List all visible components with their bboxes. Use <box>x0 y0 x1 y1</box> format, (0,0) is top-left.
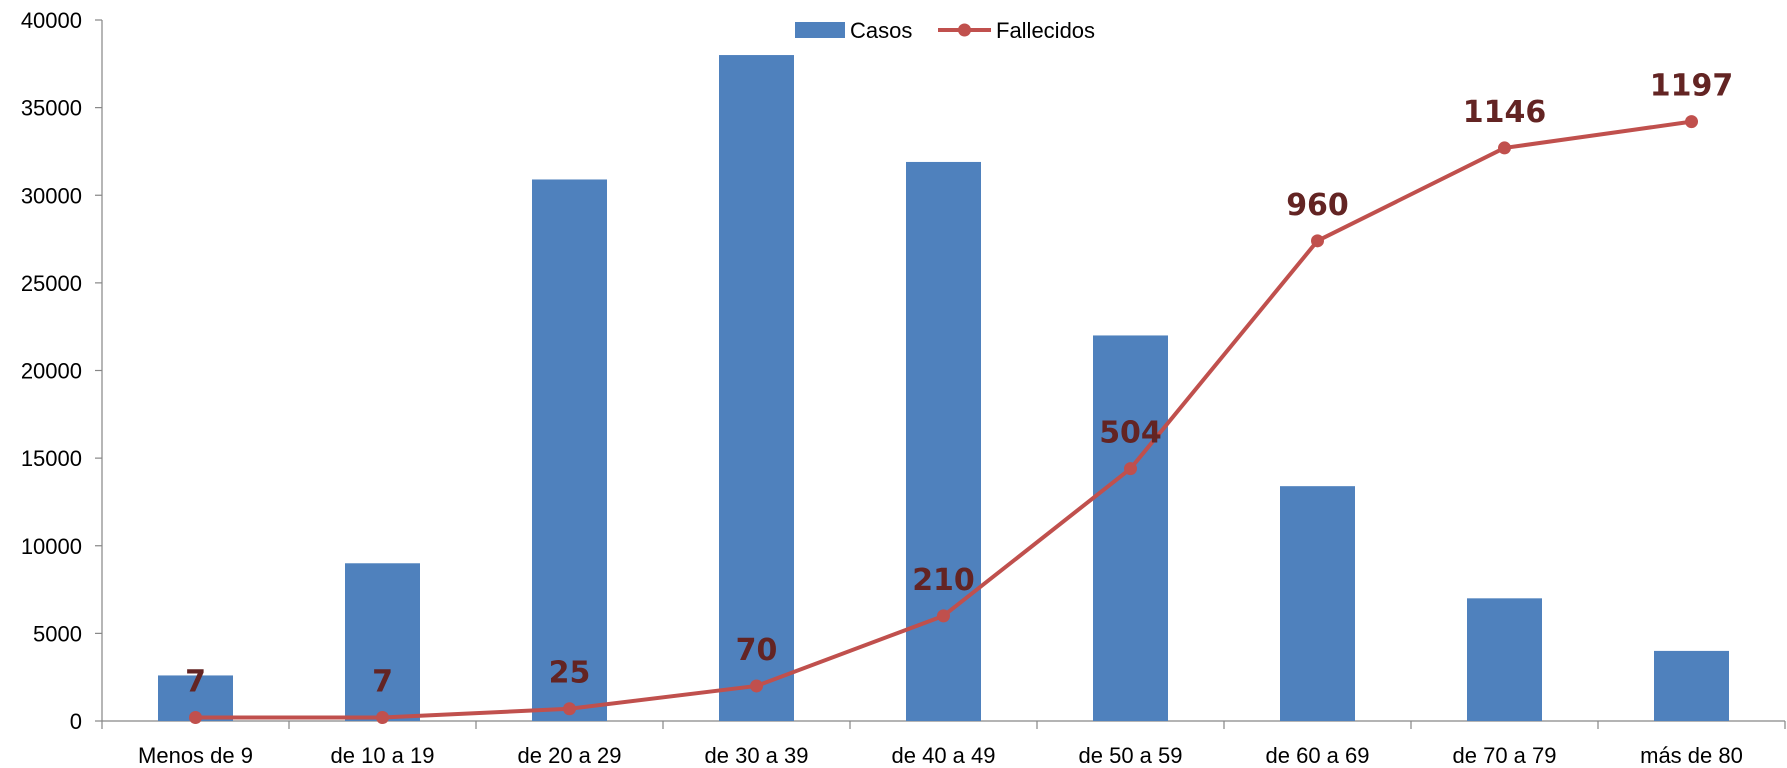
bars-group <box>158 55 1729 722</box>
data-label-fallecidos: 960 <box>1286 188 1349 223</box>
data-label-fallecidos: 1146 <box>1463 95 1547 130</box>
y-tick-label: 35000 <box>21 96 82 121</box>
legend-swatch-casos <box>795 22 845 38</box>
bar-casos <box>719 55 794 722</box>
bar-casos <box>1280 486 1355 721</box>
y-tick-label: 10000 <box>21 534 82 559</box>
y-tick-label: 15000 <box>21 446 82 471</box>
legend: Casos Fallecidos <box>795 18 1095 43</box>
x-category-label: de 20 a 29 <box>518 743 622 768</box>
legend-swatch-marker-fallecidos <box>958 23 971 37</box>
legend-label-fallecidos: Fallecidos <box>996 18 1095 43</box>
legend-label-casos: Casos <box>850 18 912 43</box>
bar-casos <box>1093 335 1168 721</box>
data-labels-group: 7 7 25 70 210 504 960 1146 1197 <box>185 69 1733 700</box>
point-fallecidos <box>750 679 763 693</box>
x-category-label: de 60 a 69 <box>1266 743 1370 768</box>
data-label-fallecidos: 504 <box>1099 416 1162 451</box>
point-fallecidos <box>1685 115 1698 129</box>
x-category-label: más de 80 <box>1640 743 1743 768</box>
point-fallecidos <box>189 710 202 724</box>
line-series-group <box>189 115 1698 724</box>
bar-casos <box>1467 598 1542 721</box>
point-fallecidos <box>937 609 950 623</box>
point-fallecidos <box>376 710 389 724</box>
point-fallecidos <box>1498 141 1511 155</box>
x-category-label: de 10 a 19 <box>331 743 435 768</box>
point-fallecidos <box>563 702 576 716</box>
y-tick-label: 0 <box>70 709 82 734</box>
bar-casos <box>532 179 607 722</box>
data-label-fallecidos: 210 <box>912 563 975 598</box>
data-label-fallecidos: 7 <box>185 664 206 699</box>
data-label-fallecidos: 7 <box>372 664 393 699</box>
x-category-label: de 70 a 79 <box>1453 743 1557 768</box>
data-label-fallecidos: 25 <box>549 656 591 691</box>
point-fallecidos <box>1124 462 1137 476</box>
y-tick-label: 30000 <box>21 183 82 208</box>
axes-group: 0 5000 10000 15000 20000 25000 30000 35000 40000… <box>21 8 1786 768</box>
y-tick-label: 5000 <box>33 621 82 646</box>
y-tick-label: 25000 <box>21 271 82 296</box>
data-label-fallecidos: 70 <box>736 633 778 668</box>
x-category-label: de 50 a 59 <box>1079 743 1183 768</box>
x-category-label: Menos de 9 <box>138 743 253 768</box>
x-category-label: de 40 a 49 <box>892 743 996 768</box>
x-category-label: de 30 a 39 <box>705 743 809 768</box>
bar-casos <box>1654 650 1729 721</box>
bar-casos <box>345 563 420 721</box>
data-label-fallecidos: 1197 <box>1650 69 1734 104</box>
bar-casos <box>906 161 981 721</box>
point-fallecidos <box>1311 234 1324 248</box>
y-tick-label: 20000 <box>21 359 82 384</box>
y-tick-label: 40000 <box>21 8 82 33</box>
